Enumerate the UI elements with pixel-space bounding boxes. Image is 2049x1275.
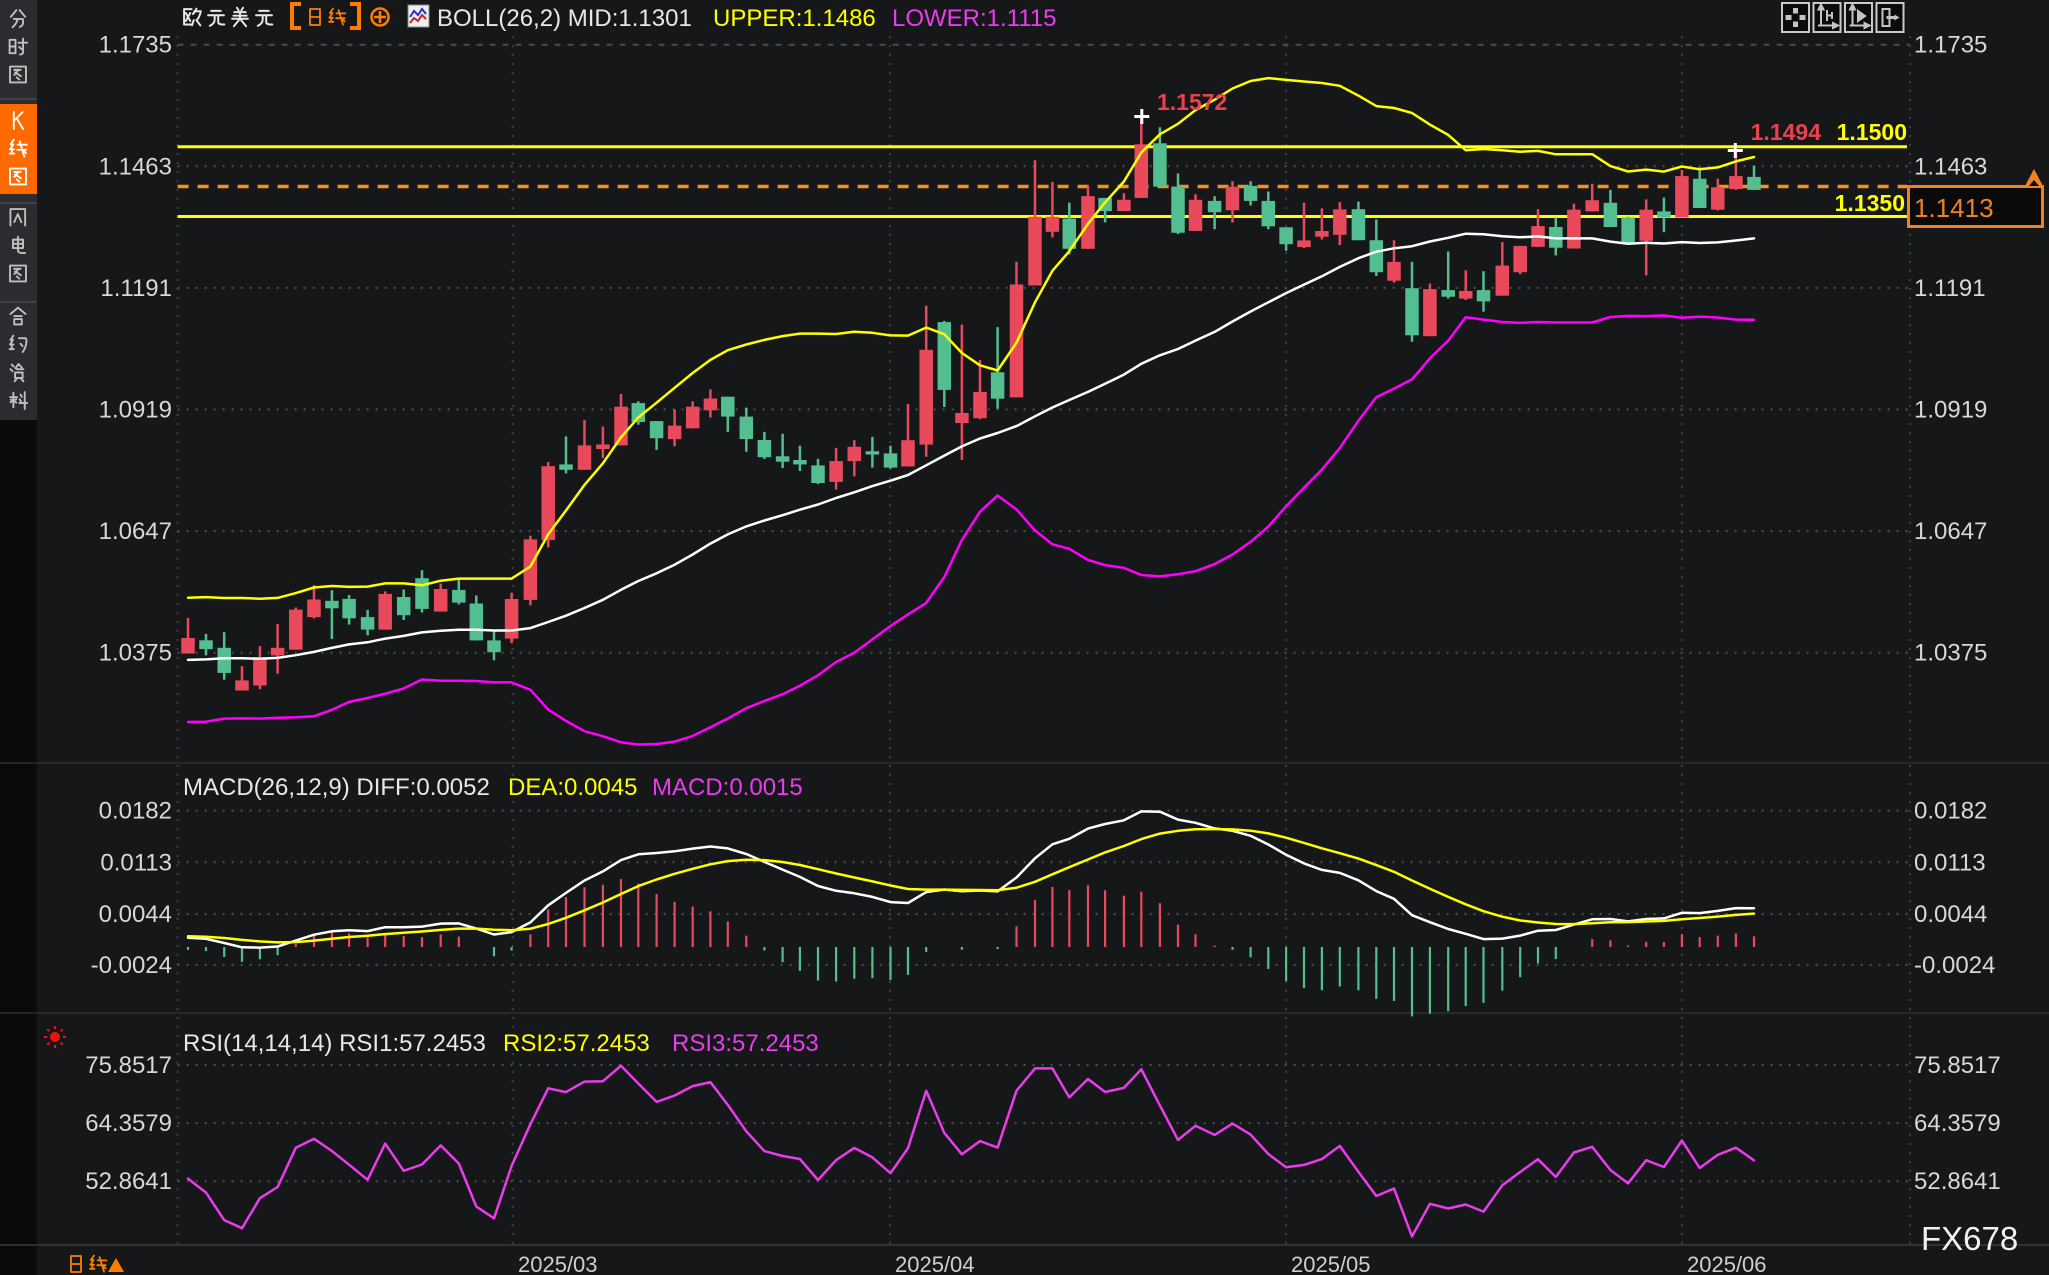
svg-text:2025/06: 2025/06 xyxy=(1687,1252,1767,1275)
svg-text:1.0375: 1.0375 xyxy=(1914,640,1987,667)
svg-text:52.8641: 52.8641 xyxy=(85,1168,172,1195)
svg-text:0.0113: 0.0113 xyxy=(1914,849,1986,876)
svg-text:52.8641: 52.8641 xyxy=(1914,1168,2001,1195)
svg-text:0.0182: 0.0182 xyxy=(99,798,172,825)
svg-text:0.0044: 0.0044 xyxy=(1914,901,1987,928)
svg-text:1.1572: 1.1572 xyxy=(1157,89,1227,115)
svg-text:1.1500: 1.1500 xyxy=(1837,119,1907,145)
svg-text:1.0647: 1.0647 xyxy=(99,518,172,545)
svg-text:1.1735: 1.1735 xyxy=(1914,32,1987,59)
svg-text:LOWER:1.1115: LOWER:1.1115 xyxy=(892,5,1057,32)
svg-text:BOLL(26,2) MID:1.1301: BOLL(26,2) MID:1.1301 xyxy=(437,5,692,32)
svg-text:1.0919: 1.0919 xyxy=(1914,397,1987,424)
svg-text:MACD:0.0015: MACD:0.0015 xyxy=(652,774,803,801)
svg-text:64.3579: 64.3579 xyxy=(1914,1110,2001,1137)
svg-text:1.1735: 1.1735 xyxy=(99,32,172,59)
svg-text:1.1191: 1.1191 xyxy=(1914,275,1986,302)
svg-text:RSI3:57.2453: RSI3:57.2453 xyxy=(672,1030,819,1057)
svg-text:-0.0024: -0.0024 xyxy=(1914,952,1995,979)
svg-text:75.8517: 75.8517 xyxy=(1914,1052,2001,1079)
svg-text:1.0919: 1.0919 xyxy=(99,397,172,424)
svg-text:RSI(14,14,14) RSI1:57.2453: RSI(14,14,14) RSI1:57.2453 xyxy=(183,1030,486,1057)
svg-text:75.8517: 75.8517 xyxy=(85,1052,172,1079)
svg-text:2025/05: 2025/05 xyxy=(1291,1252,1371,1275)
svg-text:64.3579: 64.3579 xyxy=(85,1110,172,1137)
svg-text:1.0647: 1.0647 xyxy=(1914,518,1987,545)
svg-text:1.1463: 1.1463 xyxy=(1914,153,1987,180)
svg-text:1.1413: 1.1413 xyxy=(1914,193,1994,223)
svg-text:MACD(26,12,9) DIFF:0.0052: MACD(26,12,9) DIFF:0.0052 xyxy=(183,774,490,801)
svg-text:UPPER:1.1486: UPPER:1.1486 xyxy=(713,5,876,32)
svg-text:1.0375: 1.0375 xyxy=(99,640,172,667)
svg-text:0.0182: 0.0182 xyxy=(1914,798,1987,825)
svg-text:1.1350: 1.1350 xyxy=(1835,190,1905,216)
svg-text:0.0113: 0.0113 xyxy=(100,849,172,876)
svg-text:FX678: FX678 xyxy=(1921,1220,2018,1257)
svg-text:0.0044: 0.0044 xyxy=(99,901,172,928)
svg-text:RSI2:57.2453: RSI2:57.2453 xyxy=(503,1030,650,1057)
svg-text:1.1494: 1.1494 xyxy=(1751,119,1822,145)
svg-text:DEA:0.0045: DEA:0.0045 xyxy=(508,774,637,801)
svg-text:2025/04: 2025/04 xyxy=(895,1252,975,1275)
svg-text:-0.0024: -0.0024 xyxy=(91,952,172,979)
svg-text:1.1191: 1.1191 xyxy=(100,275,172,302)
svg-text:1.1463: 1.1463 xyxy=(99,153,172,180)
svg-text:2025/03: 2025/03 xyxy=(518,1252,598,1275)
